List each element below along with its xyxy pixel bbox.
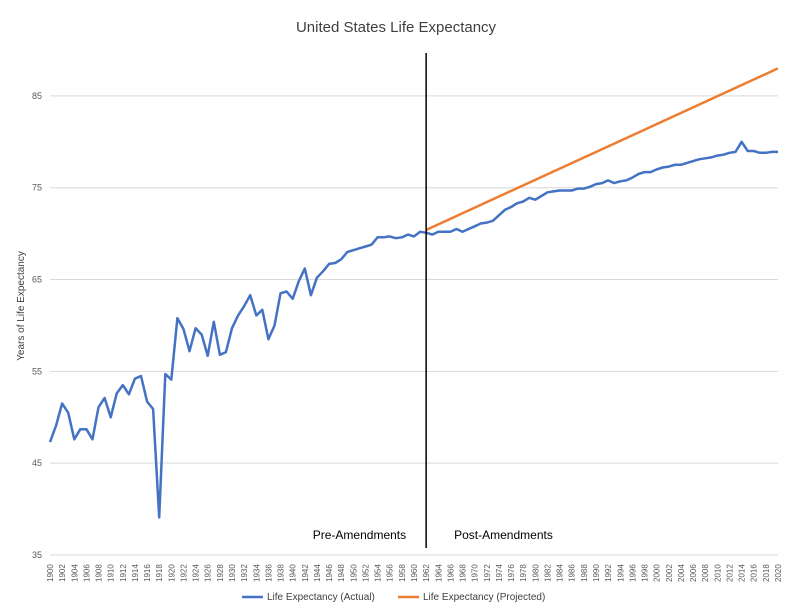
y-tick-label: 85 — [32, 91, 42, 101]
x-tick-label: 1912 — [119, 564, 128, 582]
x-tick-label: 1954 — [374, 564, 383, 582]
x-tick-label: 2016 — [750, 564, 759, 582]
x-tick-label: 1920 — [167, 564, 176, 582]
x-tick-label: 1976 — [507, 564, 516, 582]
gridlines — [50, 95, 778, 556]
x-tick-label: 1918 — [155, 564, 164, 582]
x-tick-label: 1960 — [410, 564, 419, 582]
x-tick-label: 1970 — [471, 564, 480, 582]
x-tick-label: 1916 — [143, 564, 152, 582]
x-tick-label: 1934 — [252, 564, 261, 582]
x-tick-label: 1992 — [604, 564, 613, 582]
x-tick-label: 1994 — [616, 564, 625, 582]
series-lines — [48, 67, 779, 519]
y-tick-label: 55 — [32, 366, 42, 376]
x-tick-label: 1984 — [556, 564, 565, 582]
x-tick-label: 1950 — [349, 564, 358, 582]
x-tick-label: 1998 — [641, 564, 650, 582]
legend-label-projected: Life Expectancy (Projected) — [423, 592, 545, 603]
x-tick-label: 1974 — [495, 564, 504, 582]
post-amendments-label: Post-Amendments — [454, 528, 553, 542]
x-tick-label: 1980 — [531, 564, 540, 582]
x-tick-label: 1906 — [82, 564, 91, 582]
x-tick-label: 2006 — [689, 564, 698, 582]
x-tick-label: 1930 — [228, 564, 237, 582]
x-tick-label: 2010 — [713, 564, 722, 582]
x-tick-label: 2008 — [701, 564, 710, 582]
x-tick-label: 1986 — [568, 564, 577, 582]
x-tick-label: 2004 — [677, 564, 686, 582]
x-tick-label: 2014 — [738, 564, 747, 582]
x-tick-label: 1968 — [459, 564, 468, 582]
x-tick-label: 2002 — [665, 564, 674, 582]
x-tick-label: 2018 — [762, 564, 771, 582]
x-tick-label: 2012 — [725, 564, 734, 582]
y-tick-label: 45 — [32, 458, 42, 468]
x-tick-label: 1962 — [422, 564, 431, 582]
y-tick-label: 35 — [32, 550, 42, 560]
x-tick-label: 1926 — [204, 564, 213, 582]
series-line-actual — [48, 140, 778, 519]
x-tick-label: 1952 — [361, 564, 370, 582]
x-tick-label: 2000 — [653, 564, 662, 582]
x-tick-label: 1910 — [107, 564, 116, 582]
x-tick-label: 1902 — [58, 564, 67, 582]
x-tick-label: 1938 — [277, 564, 286, 582]
legend: Life Expectancy (Actual) Life Expectancy… — [242, 592, 545, 603]
x-tick-label: 1940 — [289, 564, 298, 582]
x-tick-label: 1904 — [70, 564, 79, 582]
x-tick-label: 1972 — [483, 564, 492, 582]
x-tick-label: 1964 — [434, 564, 443, 582]
x-tick-label: 1996 — [628, 564, 637, 582]
x-tick-label: 1956 — [386, 564, 395, 582]
x-tick-label: 1922 — [179, 564, 188, 582]
x-tick-label: 1908 — [95, 564, 104, 582]
x-tick-label: 2020 — [774, 564, 783, 582]
x-axis-ticks: 1900 1902 1904 1906 1908 1910 1912 1914 1916 1918… — [46, 564, 783, 582]
x-tick-label: 1982 — [543, 564, 552, 582]
legend-label-actual: Life Expectancy (Actual) — [267, 592, 375, 603]
x-tick-label: 1914 — [131, 564, 140, 582]
x-tick-label: 1936 — [264, 564, 273, 582]
x-tick-label: 1932 — [240, 564, 249, 582]
x-tick-label: 1942 — [301, 564, 310, 582]
y-axis-ticks: 35 45 55 65 75 85 — [32, 91, 42, 560]
x-tick-label: 1966 — [446, 564, 455, 582]
y-axis-label: Years of Life Expectancy — [16, 251, 27, 361]
y-tick-label: 65 — [32, 275, 42, 285]
x-tick-label: 1900 — [46, 564, 55, 582]
x-tick-label: 1958 — [398, 564, 407, 582]
y-tick-label: 75 — [32, 183, 42, 193]
series-line-projected — [425, 67, 779, 232]
x-tick-label: 1928 — [216, 564, 225, 582]
chart-title: United States Life Expectancy — [296, 19, 497, 36]
x-tick-label: 1990 — [592, 564, 601, 582]
x-tick-label: 1946 — [325, 564, 334, 582]
x-tick-label: 1944 — [313, 564, 322, 582]
x-tick-label: 1948 — [337, 564, 346, 582]
pre-amendments-label: Pre-Amendments — [313, 528, 406, 542]
x-tick-label: 1978 — [519, 564, 528, 582]
x-tick-label: 1924 — [192, 564, 201, 582]
x-tick-label: 1988 — [580, 564, 589, 582]
